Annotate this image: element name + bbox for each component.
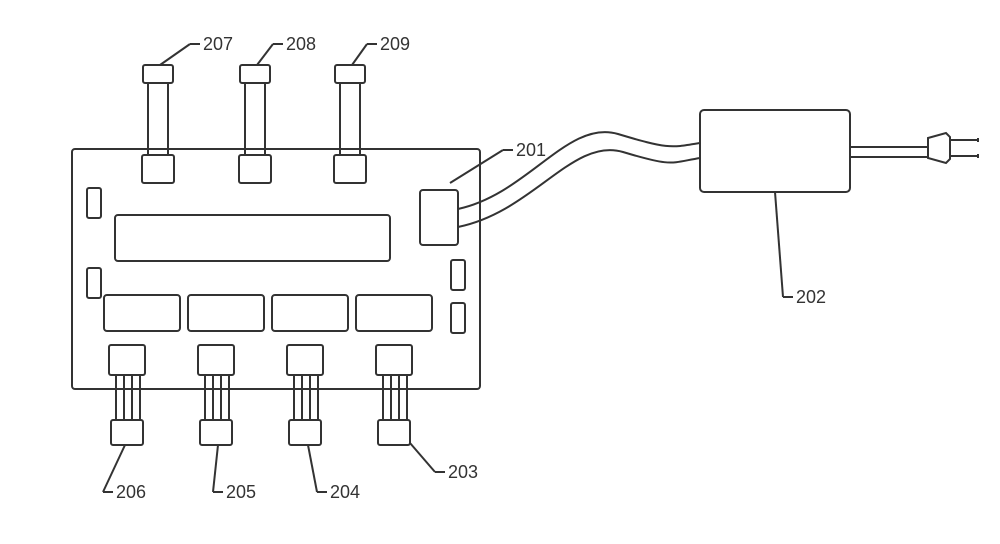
technical-diagram: 207 208 209 201 202 203 204 205 206 — [0, 0, 1000, 539]
svg-text:208: 208 — [286, 34, 316, 54]
svg-text:201: 201 — [516, 140, 546, 160]
svg-text:209: 209 — [380, 34, 410, 54]
svg-text:202: 202 — [796, 287, 826, 307]
svg-text:203: 203 — [448, 462, 478, 482]
svg-text:204: 204 — [330, 482, 360, 502]
diagram-svg: 207 208 209 201 202 203 204 205 206 — [0, 0, 1000, 539]
svg-text:206: 206 — [116, 482, 146, 502]
svg-text:205: 205 — [226, 482, 256, 502]
svg-text:207: 207 — [203, 34, 233, 54]
